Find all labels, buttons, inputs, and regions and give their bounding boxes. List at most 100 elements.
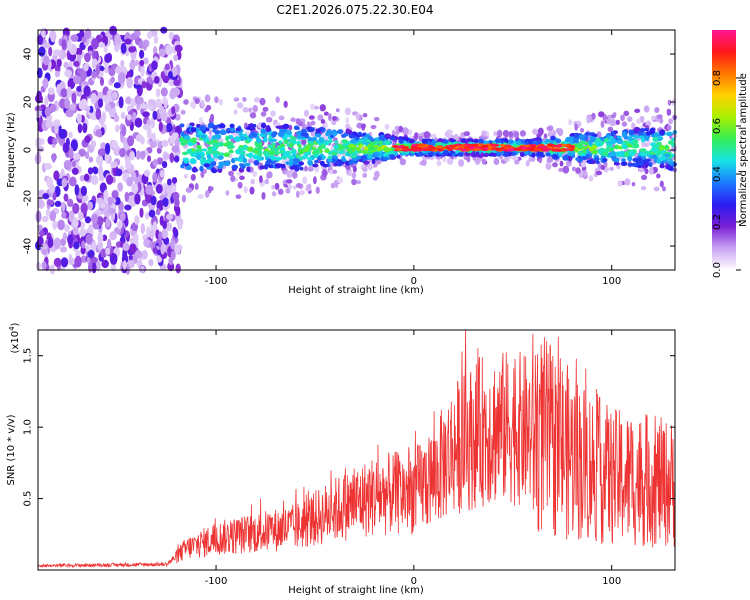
spectrogram-cell: [130, 97, 135, 110]
spectrogram-cell: [620, 114, 625, 122]
spectrogram-cell: [223, 152, 231, 158]
spectrogram-cell: [520, 146, 527, 150]
spectrogram-cell: [194, 149, 200, 154]
spectrogram-cell: [665, 131, 673, 137]
colorbar-ticks: 0.0 0.2 0.4 0.6 0.8: [712, 70, 741, 278]
spectrogram-cell: [578, 134, 585, 140]
spectrogram-cell: [212, 128, 217, 133]
spectrogram-cell: [213, 153, 219, 159]
spectrogram-cell: [228, 170, 234, 177]
spectrogram-cell: [171, 184, 177, 195]
spectrogram-cell: [225, 190, 230, 196]
spectrogram-cell: [638, 167, 645, 173]
spectrogram-cell: [367, 151, 374, 156]
spectrogram-cell: [383, 146, 391, 153]
spectrogram-cell: [229, 128, 235, 133]
spectrogram-cell: [641, 141, 646, 148]
spectrogram-cell: [581, 162, 586, 168]
spectrogram-cell: [559, 160, 564, 167]
spectrogram-cell: [469, 146, 475, 150]
spectrogram-cell: [167, 70, 173, 79]
spectrogram-cell: [92, 50, 97, 61]
colorbar-tick-label: 0.6: [712, 118, 723, 134]
spectrogram-cell: [631, 122, 636, 130]
spectrogram-cell: [191, 167, 198, 173]
spectrogram-cell: [332, 169, 338, 174]
spectrogram-cell: [280, 163, 286, 169]
spectrogram-cell: [282, 123, 290, 129]
spectrogram-cell: [222, 142, 229, 147]
spectrogram-cell: [640, 151, 646, 157]
spectrogram-cell: [77, 211, 84, 221]
spectrogram-cell: [204, 190, 210, 198]
spectrogram-cell: [143, 238, 150, 248]
spectrogram-cell: [600, 164, 606, 170]
spectrogram-cell: [68, 176, 77, 187]
spectrogram-cell: [174, 244, 181, 255]
spectrogram-cell: [80, 70, 87, 81]
spectrogram-cell: [217, 155, 224, 160]
spectrogram-cell: [658, 144, 666, 151]
spectrogram-cell: [336, 129, 344, 134]
spectrogram-cell: [550, 135, 556, 141]
spectrogram-cell: [56, 83, 61, 95]
spectrogram-cell: [562, 165, 570, 174]
spectrogram-cell: [152, 172, 158, 183]
spectrogram-cell: [422, 138, 428, 144]
spectrogram-cell: [659, 118, 664, 124]
spectrogram-cell: [417, 152, 424, 157]
spectrogram-cell: [521, 148, 529, 152]
spectrogram-cell: [61, 38, 67, 50]
spectrogram-cell: [322, 163, 329, 168]
spectrogram-cell: [172, 191, 180, 201]
spectrogram-cell: [253, 159, 260, 166]
spectrogram-cell: [146, 155, 152, 163]
spectrogram-cell: [602, 151, 609, 157]
spectrogram-cell: [283, 139, 289, 145]
spectrogram-cell: [666, 108, 672, 116]
spectrogram-cell: [636, 118, 641, 125]
spectrogram-cell: [104, 151, 110, 163]
x-tick-label: -100: [205, 276, 228, 287]
spectrogram-cell: [109, 25, 117, 36]
spectrogram-cell: [53, 49, 61, 57]
spectrogram-cell: [347, 148, 353, 155]
spectrogram-cell: [396, 145, 404, 149]
spectrogram-cell: [166, 222, 173, 232]
spectrogram-cell: [104, 65, 109, 74]
spectrogram-cell: [149, 140, 157, 149]
spectrogram-cell: [266, 158, 272, 164]
spectrogram-cell: [259, 165, 266, 170]
spectrogram-cell: [74, 184, 80, 196]
spectrogram-cell: [456, 152, 463, 157]
spectrogram-cell: [253, 97, 261, 103]
spectrogram-cell: [147, 131, 153, 140]
spectrogram-cell: [310, 120, 316, 126]
spectrogram-cell: [552, 129, 557, 137]
colorbar-tick-label: 0.2: [712, 214, 723, 230]
spectrogram-cell: [537, 127, 544, 136]
spectrogram-cell: [67, 39, 72, 52]
spectrogram-cell: [307, 166, 314, 172]
spectrogram-cell: [156, 157, 164, 165]
spectrogram-cell: [160, 87, 168, 97]
spectrogram-cell: [72, 225, 79, 236]
spectrogram-cell: [294, 126, 300, 130]
spectrogram-cell: [218, 123, 226, 129]
spectrogram-cell: [643, 105, 650, 113]
spectrogram-cell: [571, 166, 576, 172]
spectrogram-cell: [104, 142, 111, 155]
spectrogram-cell: [68, 254, 73, 266]
spectrogram-cell: [207, 157, 215, 163]
spectrogram-cell: [631, 182, 636, 187]
spectrogram-cell: [621, 144, 628, 149]
spectrogram-cell: [211, 135, 219, 140]
spectrogram-cell: [68, 131, 73, 139]
spectrogram-cell: [115, 124, 120, 133]
spectrogram-cell: [259, 175, 263, 183]
spectrogram-cell: [501, 148, 509, 152]
spectrogram-cell: [336, 176, 344, 184]
spectrogram-cell: [201, 148, 208, 152]
spectrogram-cell: [308, 115, 315, 120]
